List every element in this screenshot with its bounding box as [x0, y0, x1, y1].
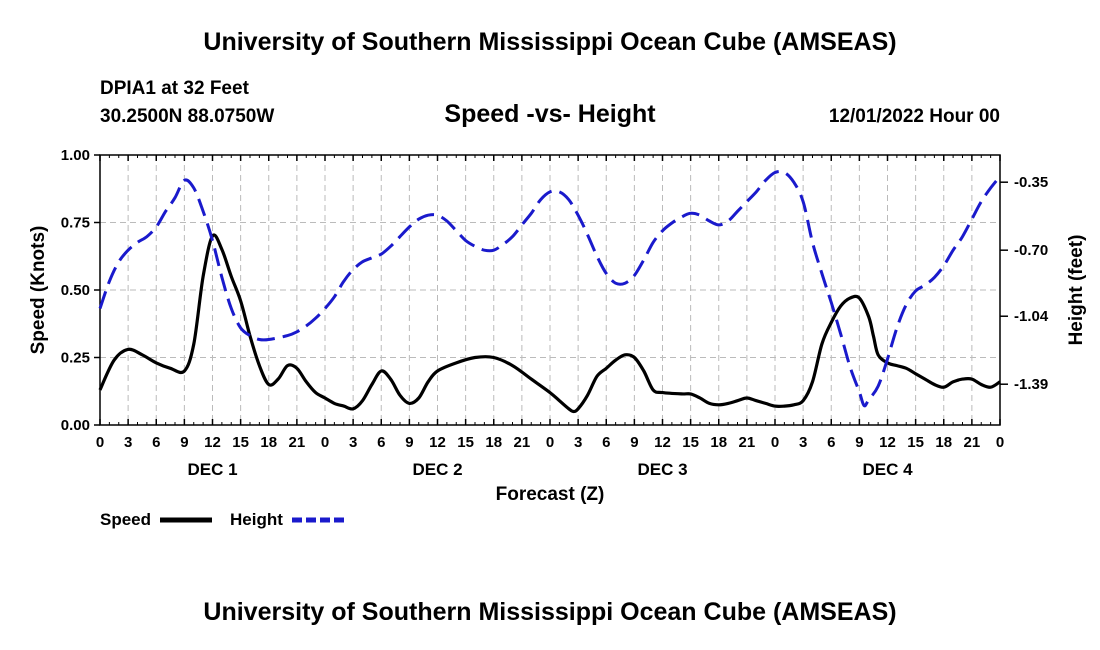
- x-tick-label: 3: [124, 434, 132, 451]
- x-tick-label: 0: [96, 434, 104, 451]
- y-tick-label-left: 0.50: [61, 282, 90, 299]
- x-tick-label: 9: [405, 434, 413, 451]
- legend-label-speed: Speed: [100, 510, 151, 529]
- x-tick-label: 15: [457, 434, 474, 451]
- legend: Speed Height: [100, 510, 344, 529]
- x-tick-label: 15: [682, 434, 699, 451]
- x-tick-label: 9: [630, 434, 638, 451]
- day-label: DEC 1: [187, 460, 237, 479]
- axes: [94, 154, 1008, 426]
- x-tick-label: 3: [574, 434, 582, 451]
- x-tick-label: 18: [260, 434, 277, 451]
- x-tick-label: 12: [204, 434, 221, 451]
- footer-title: University of Southern Mississippi Ocean…: [203, 598, 897, 626]
- x-axis-title: Forecast (Z): [496, 484, 605, 505]
- legend-label-height: Height: [230, 510, 283, 529]
- x-tick-label: 6: [602, 434, 610, 451]
- plot-frame: [99, 154, 1001, 426]
- x-tick-label: 0: [771, 434, 779, 451]
- day-label: DEC 4: [862, 460, 913, 479]
- speed-series-line: [98, 233, 1001, 414]
- x-tick-label: 12: [879, 434, 896, 451]
- chart-title: Speed -vs- Height: [444, 100, 656, 128]
- x-tick-label: 0: [321, 434, 329, 451]
- x-tick-label: 21: [289, 434, 306, 451]
- series-lines: [98, 169, 1002, 414]
- y-axis-title-left: Speed (Knots): [28, 226, 49, 355]
- day-label: DEC 2: [412, 460, 462, 479]
- y-tick-label-left: 0.25: [61, 350, 90, 367]
- x-tick-label: 9: [855, 434, 863, 451]
- x-tick-label: 6: [377, 434, 385, 451]
- y-tick-label-right: -0.35: [1014, 174, 1048, 191]
- grid-lines: [100, 155, 1000, 425]
- y-tick-label-left: 0.00: [61, 417, 90, 434]
- y-axis-title-right: Height (feet): [1066, 235, 1087, 346]
- x-tick-label: 15: [232, 434, 249, 451]
- y-tick-label-right: -1.39: [1014, 376, 1048, 393]
- x-tick-label: 18: [485, 434, 502, 451]
- x-tick-label: 21: [514, 434, 531, 451]
- x-tick-label: 3: [349, 434, 357, 451]
- station-label: DPIA1 at 32 Feet: [100, 78, 249, 99]
- y-tick-label-right: -1.04: [1014, 308, 1049, 325]
- forecast-datetime: 12/01/2022 Hour 00: [828, 106, 1000, 127]
- y-tick-label-left: 1.00: [61, 147, 90, 164]
- speed-height-chart: 0 3 6 9 12 15 18 21 0 3 6 9 12 15 18 21 0 3 6 9 12 15 18 21 0 3 6 9…: [28, 147, 1087, 529]
- y-tick-label-right: -0.70: [1014, 242, 1048, 259]
- x-tick-label: 6: [827, 434, 835, 451]
- x-tick-label: 6: [152, 434, 160, 451]
- x-tick-label: 9: [180, 434, 188, 451]
- x-tick-label: 3: [799, 434, 807, 451]
- x-tick-label: 12: [429, 434, 446, 451]
- x-tick-label: 18: [935, 434, 952, 451]
- x-tick-label: 18: [710, 434, 727, 451]
- x-tick-label: 0: [546, 434, 554, 451]
- y-tick-label-left: 0.75: [61, 215, 90, 232]
- x-tick-label: 15: [907, 434, 924, 451]
- page-title: University of Southern Mississippi Ocean…: [203, 28, 897, 56]
- x-tick-label: 21: [739, 434, 756, 451]
- station-coords: 30.2500N 88.0750W: [100, 106, 275, 127]
- x-tick-label: 21: [964, 434, 981, 451]
- day-label: DEC 3: [637, 460, 687, 479]
- axis-labels: 0 3 6 9 12 15 18 21 0 3 6 9 12 15 18 21 0 3 6 9 12 15 18 21 0 3 6 9…: [28, 147, 1087, 505]
- x-tick-label: 0: [996, 434, 1004, 451]
- x-tick-label: 12: [654, 434, 671, 451]
